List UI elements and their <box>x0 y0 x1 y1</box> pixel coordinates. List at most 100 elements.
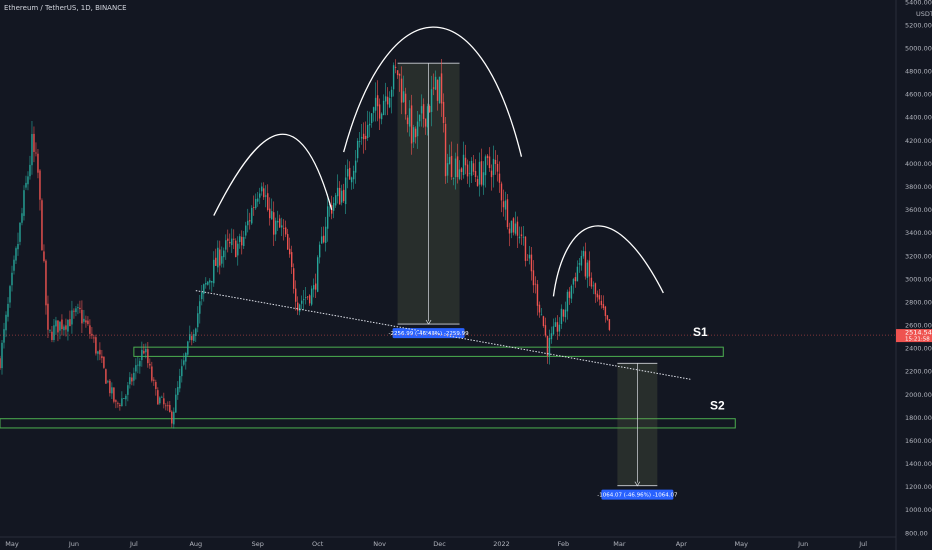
x-tick-label: Apr <box>676 540 688 548</box>
candle <box>71 300 73 334</box>
candle <box>326 194 329 242</box>
candle <box>430 75 433 127</box>
x-tick-label: Jul <box>129 540 138 548</box>
candle <box>47 295 49 339</box>
candle <box>179 368 181 393</box>
candle <box>271 198 273 220</box>
candle <box>151 361 153 383</box>
y-tick-label: 4400.00 <box>905 114 932 122</box>
candle <box>300 295 303 310</box>
candle <box>560 304 563 329</box>
candle <box>594 282 597 303</box>
candle <box>382 94 385 116</box>
y-tick-label: 3800.00 <box>905 183 932 191</box>
candle <box>185 351 187 370</box>
candle <box>57 320 59 342</box>
candle <box>251 205 253 225</box>
candle <box>464 144 467 175</box>
candle <box>45 259 47 315</box>
candle <box>145 343 147 359</box>
y-tick-label: 2600.00 <box>905 322 932 330</box>
candle <box>103 356 105 369</box>
candle <box>149 358 151 369</box>
candle <box>340 184 343 206</box>
candle <box>388 91 391 109</box>
x-tick-label: Feb <box>558 540 570 548</box>
candle <box>458 160 461 181</box>
x-tick-label: Jul <box>858 540 867 548</box>
candle <box>400 66 403 115</box>
candle <box>398 73 401 92</box>
candle <box>139 358 141 374</box>
candle <box>580 250 583 271</box>
candle <box>544 317 547 338</box>
candle <box>107 379 109 384</box>
candle <box>466 159 469 184</box>
candle <box>456 143 459 184</box>
measure-2: -1064.07 (-46.96%) -1064.07 <box>597 362 678 500</box>
candle <box>520 226 523 245</box>
candle <box>287 228 289 250</box>
candle <box>506 194 509 230</box>
candle <box>410 94 413 155</box>
support-zone-s1 <box>133 346 724 357</box>
candle <box>217 240 219 273</box>
candle <box>418 114 421 127</box>
candle <box>73 308 75 319</box>
candle <box>524 236 527 267</box>
candle <box>540 307 543 316</box>
candle <box>302 289 305 310</box>
candle <box>253 195 255 216</box>
candle <box>143 343 145 355</box>
candle <box>213 251 215 287</box>
candle <box>93 334 95 343</box>
candle <box>424 118 427 135</box>
candle <box>574 272 577 288</box>
candle <box>255 193 257 210</box>
candle <box>378 98 381 131</box>
candle <box>189 325 191 343</box>
candle <box>380 112 383 125</box>
candle <box>131 373 133 386</box>
candle <box>101 349 103 364</box>
candle <box>191 331 193 346</box>
candle <box>17 232 19 256</box>
candle <box>474 159 477 183</box>
candle <box>241 230 243 255</box>
measure-label-bg <box>392 328 465 339</box>
y-tick-label: 5000.00 <box>905 44 932 52</box>
candle <box>384 82 387 116</box>
candle <box>364 121 367 151</box>
candle <box>63 324 65 336</box>
candle <box>235 238 237 258</box>
candle <box>608 319 611 332</box>
candle <box>11 265 13 292</box>
measure-label-bg <box>601 489 674 500</box>
candle <box>480 148 483 187</box>
candle <box>79 300 81 314</box>
candle <box>201 285 203 306</box>
candle <box>332 197 335 219</box>
candle <box>91 326 93 339</box>
candle <box>177 381 179 400</box>
candle <box>75 306 77 317</box>
candle <box>225 234 227 260</box>
candle <box>85 315 87 328</box>
candle <box>51 326 53 343</box>
candle <box>468 161 471 188</box>
candle <box>354 149 357 184</box>
candle <box>346 159 349 189</box>
candle <box>77 303 79 315</box>
y-tick-label: 2800.00 <box>905 298 932 306</box>
candle <box>508 222 511 247</box>
x-tick-label: May <box>735 540 749 548</box>
candle <box>223 247 225 268</box>
candle <box>518 226 521 244</box>
candle <box>43 244 45 263</box>
candle <box>259 187 261 205</box>
candle <box>446 153 449 183</box>
candle <box>165 403 167 411</box>
candle <box>95 334 97 356</box>
candle <box>552 318 555 336</box>
